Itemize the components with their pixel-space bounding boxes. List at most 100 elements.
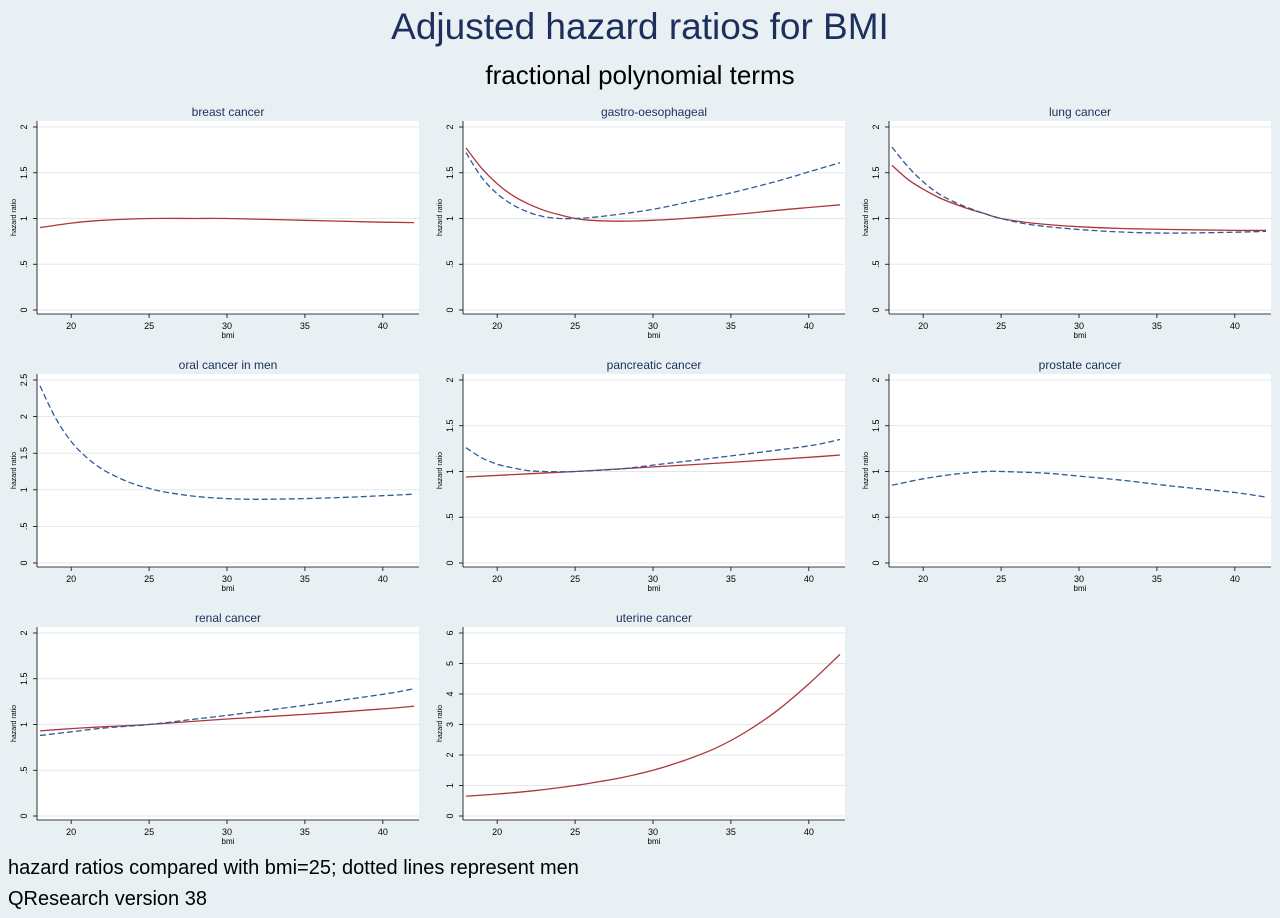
x-tick-label: 20 — [66, 574, 76, 584]
y-tick-label: .5 — [19, 260, 29, 268]
y-tick-label: 1 — [445, 216, 455, 221]
chart-panel-2: 0 .5 1 1.5 2 20 25 30 35 40 bmi hazard ratio gastro-… — [437, 105, 845, 340]
series-line-men — [39, 688, 415, 737]
x-tick-label: 40 — [378, 574, 388, 584]
plot-area — [37, 374, 419, 567]
y-tick-label: 1 — [445, 783, 455, 788]
series-line-men — [891, 470, 1267, 498]
x-tick-label: 25 — [144, 827, 154, 837]
y-tick-label: 5 — [445, 661, 455, 666]
x-tick-label: 35 — [726, 321, 736, 331]
x-tick-label: 35 — [726, 827, 736, 837]
y-tick-label: .5 — [19, 523, 29, 531]
x-tick-label: 20 — [918, 321, 928, 331]
x-tick-label: 40 — [804, 321, 814, 331]
x-axis-label: bmi — [648, 584, 661, 593]
x-tick-label: 20 — [66, 321, 76, 331]
y-tick-label: 1.5 — [445, 166, 455, 179]
chart-panel-5: 0 .5 1 1.5 2 20 25 30 35 40 bmi hazard ratio pancrea… — [437, 358, 845, 593]
y-tick-label: 2 — [871, 124, 881, 129]
x-tick-label: 35 — [1152, 574, 1162, 584]
panel-title: pancreatic cancer — [607, 358, 702, 372]
series-line-men — [891, 146, 1267, 234]
y-tick-label: 1 — [445, 469, 455, 474]
x-axis-label: bmi — [1074, 584, 1087, 593]
y-tick-label: 1.5 — [871, 419, 881, 432]
y-tick-label: 0 — [871, 560, 881, 565]
y-tick-label: 0 — [871, 307, 881, 312]
y-tick-label: 0 — [19, 560, 29, 565]
y-tick-label: 1 — [19, 487, 29, 492]
x-tick-label: 20 — [492, 574, 502, 584]
y-axis-label: hazard ratio — [863, 199, 870, 236]
plot-area — [463, 627, 845, 820]
x-tick-label: 30 — [1074, 321, 1084, 331]
y-axis-label: hazard ratio — [863, 452, 870, 489]
y-tick-label: .5 — [871, 513, 881, 521]
y-tick-label: 1 — [871, 216, 881, 221]
panel-title: prostate cancer — [1039, 358, 1122, 372]
x-tick-label: 35 — [300, 827, 310, 837]
series-line-women — [39, 705, 415, 732]
x-tick-label: 25 — [570, 827, 580, 837]
x-tick-label: 25 — [144, 574, 154, 584]
y-tick-label: 2 — [871, 377, 881, 382]
y-tick-label: 2 — [19, 414, 29, 419]
x-axis-label: bmi — [648, 837, 661, 846]
y-tick-label: .5 — [871, 260, 881, 268]
plot-area — [463, 121, 845, 314]
x-tick-label: 30 — [222, 827, 232, 837]
x-axis-label: bmi — [1074, 331, 1087, 340]
panel-title: lung cancer — [1049, 105, 1111, 119]
y-tick-label: 0 — [445, 560, 455, 565]
x-axis-label: bmi — [222, 584, 235, 593]
y-tick-label: 1.5 — [445, 419, 455, 432]
y-tick-label: 1.5 — [19, 672, 29, 685]
y-axis-label: hazard ratio — [11, 705, 18, 742]
x-tick-label: 30 — [648, 574, 658, 584]
y-axis-label: hazard ratio — [437, 452, 444, 489]
x-tick-label: 30 — [648, 827, 658, 837]
x-axis-label: bmi — [222, 837, 235, 846]
chart-panel-4: 0 .5 1 1.5 2 2.5 20 25 30 35 40 bmi hazard ratio oral… — [11, 358, 419, 593]
x-axis-label: bmi — [648, 331, 661, 340]
panel-title: breast cancer — [192, 105, 265, 119]
x-tick-label: 35 — [1152, 321, 1162, 331]
x-tick-label: 20 — [492, 321, 502, 331]
series-line-women — [39, 217, 415, 229]
panel-title: renal cancer — [195, 611, 261, 625]
source-note: QResearch version 38 — [8, 888, 207, 910]
series-line-women — [465, 653, 841, 797]
y-tick-label: 1.5 — [19, 166, 29, 179]
y-tick-label: 1.5 — [871, 166, 881, 179]
chart-panel-6: 0 .5 1 1.5 2 20 25 30 35 40 bmi hazard ratio prostat… — [863, 358, 1271, 593]
y-tick-label: 2 — [445, 377, 455, 382]
x-tick-label: 20 — [492, 827, 502, 837]
x-tick-label: 25 — [570, 574, 580, 584]
x-tick-label: 40 — [1230, 321, 1240, 331]
x-tick-label: 40 — [804, 574, 814, 584]
y-tick-label: 1 — [871, 469, 881, 474]
series-line-men — [39, 385, 415, 500]
subtitle: fractional polynomial terms — [485, 60, 795, 90]
x-tick-label: 30 — [1074, 574, 1084, 584]
x-tick-label: 35 — [300, 321, 310, 331]
y-tick-label: 2 — [19, 124, 29, 129]
y-tick-label: 2 — [445, 124, 455, 129]
footnote: hazard ratios compared with bmi=25; dott… — [8, 857, 579, 879]
x-tick-label: 20 — [66, 827, 76, 837]
y-tick-label: 0 — [445, 307, 455, 312]
y-axis-label: hazard ratio — [437, 705, 444, 742]
main-title: Adjusted hazard ratios for BMI — [391, 6, 889, 47]
y-tick-label: 0 — [445, 813, 455, 818]
plot-area — [37, 121, 419, 314]
y-tick-label: .5 — [445, 260, 455, 268]
y-axis-label: hazard ratio — [11, 199, 18, 236]
x-tick-label: 40 — [804, 827, 814, 837]
x-tick-label: 25 — [996, 574, 1006, 584]
y-tick-label: 6 — [445, 630, 455, 635]
x-tick-label: 40 — [378, 827, 388, 837]
plot-area — [889, 374, 1271, 567]
series-line-women — [465, 147, 841, 222]
